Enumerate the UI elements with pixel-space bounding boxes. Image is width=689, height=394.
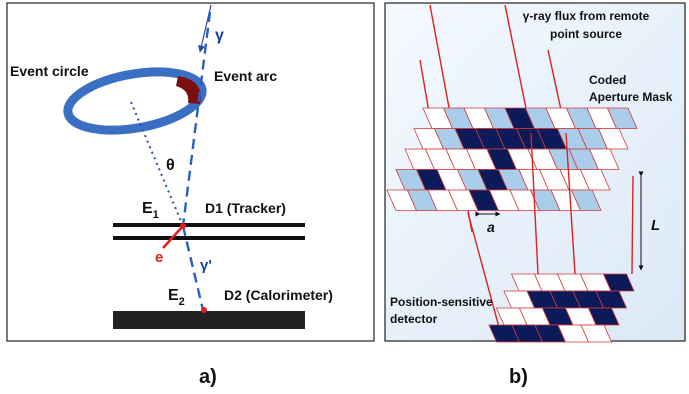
theta-label: θ: [166, 157, 175, 174]
electron-track: [162, 225, 184, 249]
d1-tracker-label: D1 (Tracker): [205, 200, 286, 216]
transmitted-ray: [631, 175, 634, 275]
detector-cell: [595, 290, 628, 309]
mask-cell: [579, 169, 611, 191]
panel-b-caption: b): [509, 366, 528, 388]
e1-label: E1: [142, 200, 159, 221]
scattered-gamma-dashed-line: [181, 11, 212, 227]
panel-a-caption: a): [199, 366, 217, 388]
tracker-plate-lower: [113, 236, 305, 240]
transmitted-ray: [467, 212, 504, 343]
transmitted-rays: [467, 132, 634, 343]
mask-label-line2: Aperture Mask: [589, 90, 673, 104]
event-circle-ring: [63, 67, 207, 135]
distance-label: L: [651, 217, 660, 234]
gamma-label: γ: [215, 27, 224, 44]
cone-axis-dotted-line: [130, 101, 184, 227]
event-circle-label: Event circle: [10, 63, 89, 79]
detector-cell: [587, 307, 620, 326]
flux-label-line2: point source: [550, 27, 622, 41]
transmitted-ray: [530, 132, 539, 275]
flux-label-line1: γ-ray flux from remote: [523, 9, 650, 23]
position-sensitive-detector: [488, 273, 635, 343]
mask-cell: [570, 189, 602, 211]
calorimeter-block: [113, 311, 305, 329]
mask-cell: [588, 148, 620, 170]
tracker-plate-upper: [113, 223, 305, 227]
panel-a: Event circle Event arc γ θ E1 D1 (Tracke…: [6, 2, 375, 388]
interaction-point-d1: [180, 223, 186, 229]
d2-calorimeter-label: D2 (Calorimeter): [224, 287, 333, 303]
detector-cell: [602, 273, 635, 292]
mask-cell: [606, 107, 638, 129]
gamma-prime-dashed-line: [181, 225, 205, 311]
mask-cell: [597, 128, 629, 150]
interaction-point-d2: [201, 307, 207, 313]
event-arc-shape: [176, 76, 201, 104]
e2-label: E2: [168, 287, 185, 308]
transmitted-ray: [565, 132, 576, 275]
detector-cell: [580, 324, 613, 343]
detector-label-line2: detector: [390, 312, 438, 326]
gamma-prime-label: γ': [200, 257, 212, 274]
electron-label: e: [155, 249, 163, 266]
detector-label-line1: Position-sensitive: [390, 295, 493, 309]
pitch-label: a: [487, 219, 495, 235]
coded-aperture-mask: [386, 107, 638, 211]
panel-b: γ-ray flux from remote point source Code…: [384, 2, 686, 388]
mask-label-line1: Coded: [589, 73, 626, 87]
event-arc-label: Event arc: [214, 68, 277, 84]
